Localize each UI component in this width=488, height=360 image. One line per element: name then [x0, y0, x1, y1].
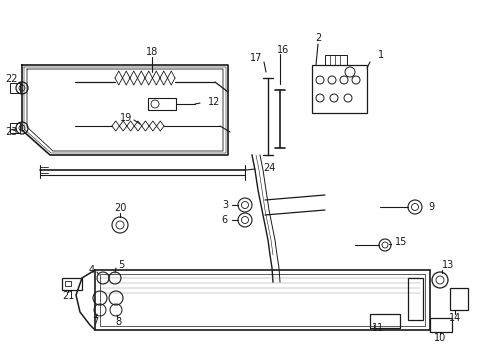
Bar	[62, 278, 82, 290]
Text: 22: 22	[5, 74, 18, 84]
Text: 1: 1	[377, 50, 384, 60]
Bar	[10, 123, 20, 133]
Bar	[369, 314, 399, 328]
Text: 10: 10	[433, 333, 445, 343]
Text: 15: 15	[394, 237, 407, 247]
Bar	[407, 278, 422, 320]
Bar	[95, 270, 429, 330]
Text: 8: 8	[115, 317, 121, 327]
Text: 19: 19	[120, 113, 132, 123]
Text: 11: 11	[371, 323, 384, 333]
Text: 6: 6	[222, 215, 227, 225]
Bar	[148, 98, 176, 110]
Bar	[311, 65, 366, 113]
Text: 7: 7	[92, 317, 98, 327]
Bar	[429, 318, 451, 332]
Text: 3: 3	[222, 200, 227, 210]
Text: 17: 17	[249, 53, 262, 63]
Bar	[449, 288, 467, 310]
Bar	[100, 274, 424, 326]
Text: 16: 16	[276, 45, 288, 55]
Text: 21: 21	[61, 291, 74, 301]
Bar	[325, 55, 346, 65]
Bar	[65, 281, 71, 286]
Text: 24: 24	[263, 163, 275, 173]
Text: 20: 20	[114, 203, 126, 213]
Text: 5: 5	[118, 260, 124, 270]
Text: 14: 14	[448, 313, 460, 323]
Text: 4: 4	[89, 265, 95, 275]
Text: 18: 18	[145, 47, 158, 57]
Text: 9: 9	[427, 202, 433, 212]
Text: 2: 2	[314, 33, 321, 43]
Bar	[10, 83, 20, 93]
Text: 13: 13	[441, 260, 453, 270]
Text: 12: 12	[207, 97, 220, 107]
Text: 23: 23	[5, 127, 18, 137]
